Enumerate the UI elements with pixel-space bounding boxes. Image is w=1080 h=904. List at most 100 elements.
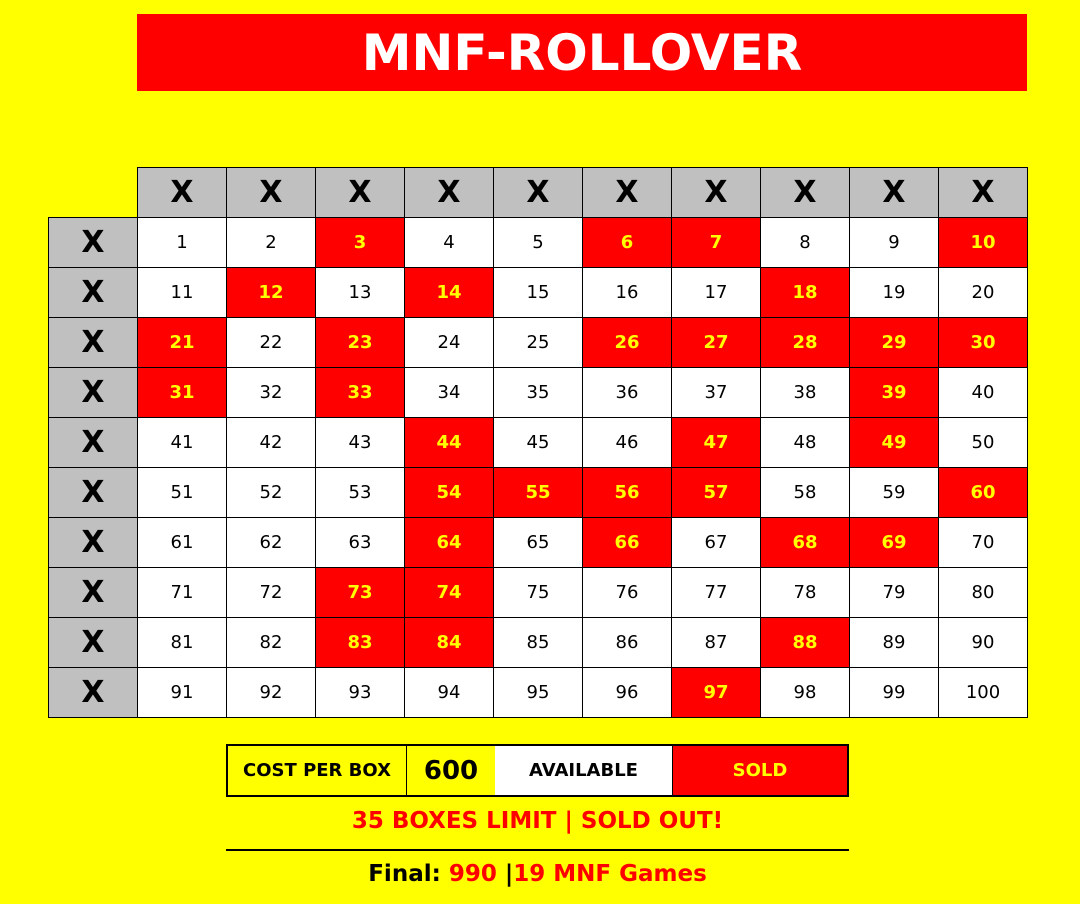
box-available[interactable]: 92 (226, 667, 316, 718)
box-available[interactable]: 13 (315, 267, 405, 318)
box-sold[interactable]: 10 (938, 217, 1028, 268)
box-available[interactable]: 72 (226, 567, 316, 618)
box-sold[interactable]: 12 (226, 267, 316, 318)
box-available[interactable]: 50 (938, 417, 1028, 468)
box-sold[interactable]: 69 (849, 517, 939, 568)
box-available[interactable]: 86 (582, 617, 672, 668)
box-sold[interactable]: 68 (760, 517, 850, 568)
box-sold[interactable]: 97 (671, 667, 761, 718)
box-available[interactable]: 16 (582, 267, 672, 318)
box-available[interactable]: 53 (315, 467, 405, 518)
box-available[interactable]: 25 (493, 317, 583, 368)
box-available[interactable]: 8 (760, 217, 850, 268)
box-available[interactable]: 38 (760, 367, 850, 418)
box-available[interactable]: 67 (671, 517, 761, 568)
box-available[interactable]: 45 (493, 417, 583, 468)
box-sold[interactable]: 44 (404, 417, 494, 468)
box-sold[interactable]: 18 (760, 267, 850, 318)
box-available[interactable]: 96 (582, 667, 672, 718)
box-available[interactable]: 46 (582, 417, 672, 468)
box-available[interactable]: 100 (938, 667, 1028, 718)
box-available[interactable]: 91 (137, 667, 227, 718)
box-available[interactable]: 58 (760, 467, 850, 518)
box-available[interactable]: 62 (226, 517, 316, 568)
box-sold[interactable]: 39 (849, 367, 939, 418)
box-available[interactable]: 99 (849, 667, 939, 718)
box-sold[interactable]: 66 (582, 517, 672, 568)
box-available[interactable]: 4 (404, 217, 494, 268)
box-sold[interactable]: 74 (404, 567, 494, 618)
box-sold[interactable]: 57 (671, 467, 761, 518)
box-sold[interactable]: 29 (849, 317, 939, 368)
box-available[interactable]: 81 (137, 617, 227, 668)
box-sold[interactable]: 64 (404, 517, 494, 568)
box-sold[interactable]: 73 (315, 567, 405, 618)
box-available[interactable]: 75 (493, 567, 583, 618)
box-available[interactable]: 89 (849, 617, 939, 668)
box-available[interactable]: 20 (938, 267, 1028, 318)
box-sold[interactable]: 21 (137, 317, 227, 368)
box-sold[interactable]: 27 (671, 317, 761, 368)
box-sold[interactable]: 83 (315, 617, 405, 668)
box-available[interactable]: 61 (137, 517, 227, 568)
box-available[interactable]: 70 (938, 517, 1028, 568)
box-available[interactable]: 95 (493, 667, 583, 718)
box-sold[interactable]: 88 (760, 617, 850, 668)
box-available[interactable]: 85 (493, 617, 583, 668)
box-available[interactable]: 37 (671, 367, 761, 418)
box-available[interactable]: 24 (404, 317, 494, 368)
box-available[interactable]: 80 (938, 567, 1028, 618)
box-sold[interactable]: 49 (849, 417, 939, 468)
box-available[interactable]: 36 (582, 367, 672, 418)
box-sold[interactable]: 54 (404, 467, 494, 518)
box-available[interactable]: 35 (493, 367, 583, 418)
box-available[interactable]: 59 (849, 467, 939, 518)
box-available[interactable]: 71 (137, 567, 227, 618)
box-available[interactable]: 1 (137, 217, 227, 268)
box-available[interactable]: 63 (315, 517, 405, 568)
box-available[interactable]: 48 (760, 417, 850, 468)
box-available[interactable]: 17 (671, 267, 761, 318)
box-available[interactable]: 22 (226, 317, 316, 368)
box-available[interactable]: 42 (226, 417, 316, 468)
box-available[interactable]: 82 (226, 617, 316, 668)
box-available[interactable]: 90 (938, 617, 1028, 668)
box-available[interactable]: 52 (226, 467, 316, 518)
box-available[interactable]: 41 (137, 417, 227, 468)
box-sold[interactable]: 3 (315, 217, 405, 268)
box-available[interactable]: 77 (671, 567, 761, 618)
box-available[interactable]: 15 (493, 267, 583, 318)
box-sold[interactable]: 14 (404, 267, 494, 318)
box-available[interactable]: 5 (493, 217, 583, 268)
box-available[interactable]: 51 (137, 467, 227, 518)
box-available[interactable]: 79 (849, 567, 939, 618)
box-available[interactable]: 19 (849, 267, 939, 318)
box-available[interactable]: 98 (760, 667, 850, 718)
box-available[interactable]: 32 (226, 367, 316, 418)
box-sold[interactable]: 7 (671, 217, 761, 268)
box-sold[interactable]: 30 (938, 317, 1028, 368)
box-sold[interactable]: 47 (671, 417, 761, 468)
box-sold[interactable]: 6 (582, 217, 672, 268)
box-available[interactable]: 76 (582, 567, 672, 618)
box-available[interactable]: 34 (404, 367, 494, 418)
box-sold[interactable]: 28 (760, 317, 850, 368)
box-sold[interactable]: 55 (493, 467, 583, 518)
box-sold[interactable]: 56 (582, 467, 672, 518)
box-sold[interactable]: 84 (404, 617, 494, 668)
box-sold[interactable]: 31 (137, 367, 227, 418)
box-sold[interactable]: 26 (582, 317, 672, 368)
box-available[interactable]: 78 (760, 567, 850, 618)
box-available[interactable]: 93 (315, 667, 405, 718)
box-available[interactable]: 87 (671, 617, 761, 668)
box-sold[interactable]: 60 (938, 467, 1028, 518)
box-sold[interactable]: 33 (315, 367, 405, 418)
box-available[interactable]: 43 (315, 417, 405, 468)
box-available[interactable]: 65 (493, 517, 583, 568)
box-available[interactable]: 11 (137, 267, 227, 318)
box-available[interactable]: 2 (226, 217, 316, 268)
box-sold[interactable]: 23 (315, 317, 405, 368)
box-available[interactable]: 94 (404, 667, 494, 718)
box-available[interactable]: 9 (849, 217, 939, 268)
box-available[interactable]: 40 (938, 367, 1028, 418)
